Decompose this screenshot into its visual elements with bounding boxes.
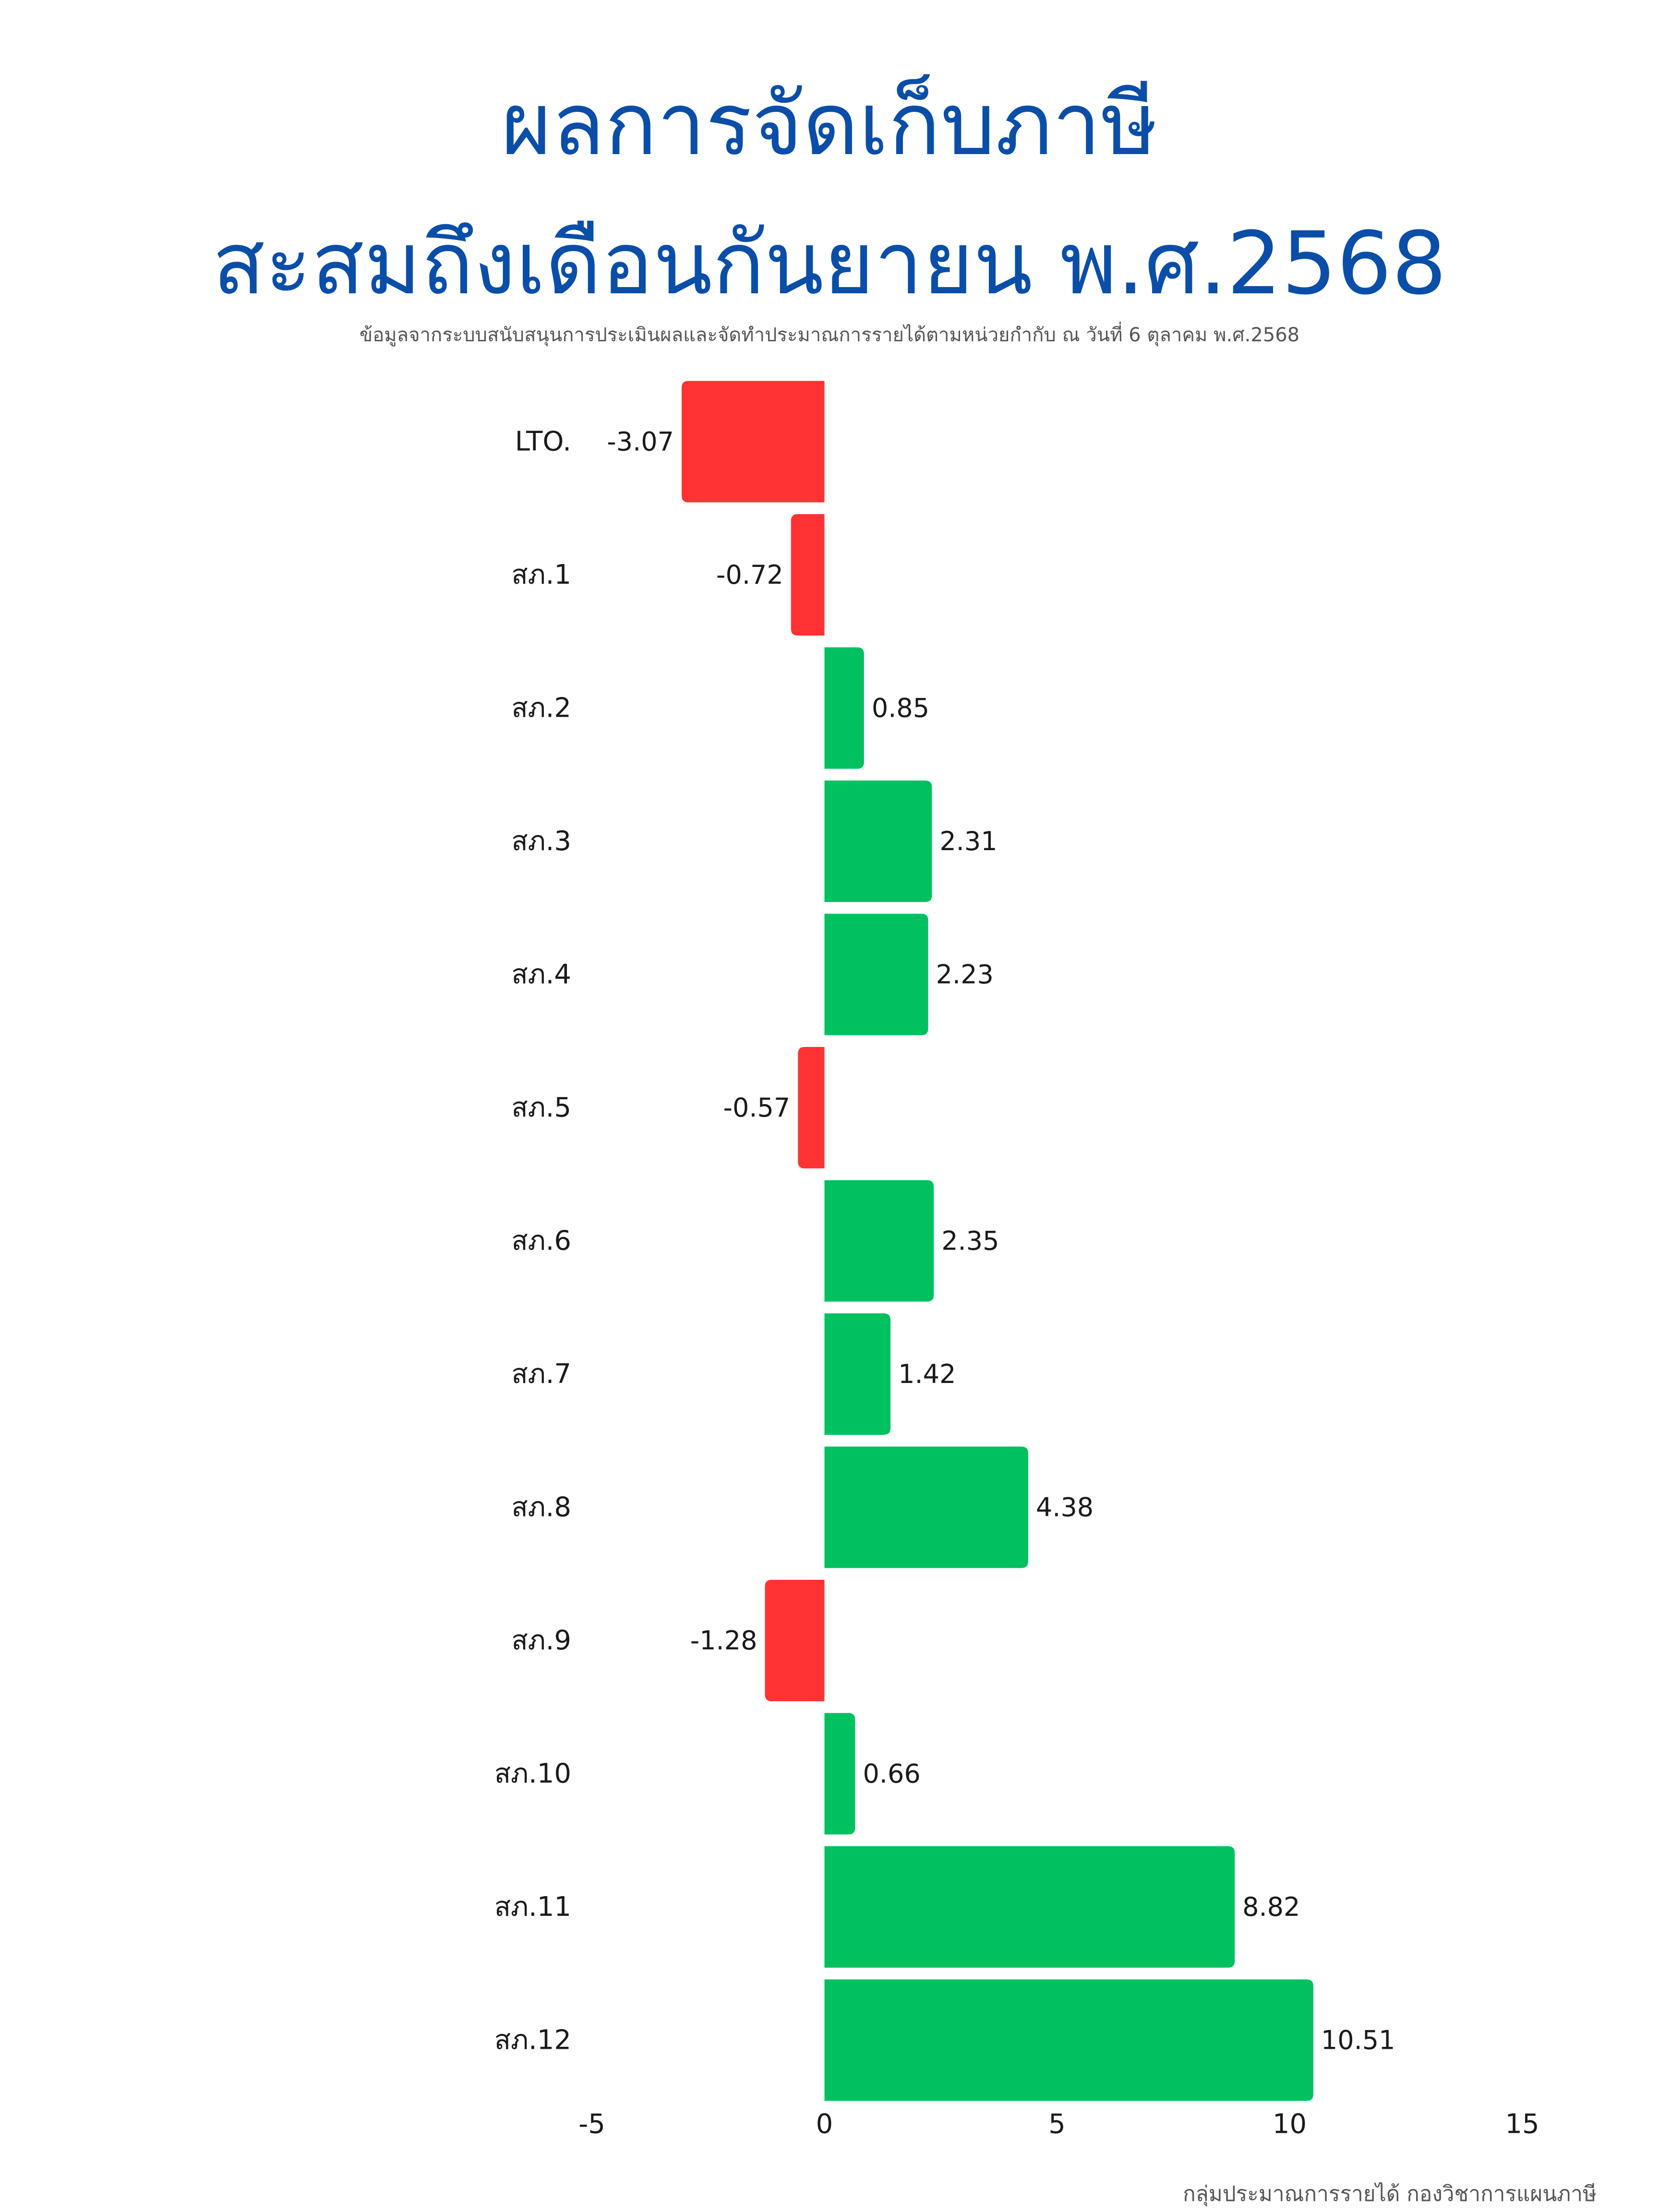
category-label: สภ.7 [511,1358,571,1390]
value-label: -0.72 [716,560,783,590]
category-label: สภ.4 [511,959,571,990]
bar-7 [824,1180,934,1302]
category-label: LTO. [515,426,571,457]
category-label: สภ.6 [511,1226,571,1257]
bar-11 [824,1713,855,1835]
value-label: -3.07 [607,427,674,457]
value-label: 10.51 [1321,2025,1395,2056]
chart-title-line2: สะสมถึงเดือนกันยายน พ.ศ.2568 [212,214,1447,314]
bar-10 [765,1580,825,1701]
bar-8 [824,1313,891,1435]
x-tick-label: 0 [816,2109,833,2140]
value-label: 0.85 [872,693,929,723]
chart-title-line1: ผลการจัดเก็บภาษี [501,74,1158,175]
x-tick-label: 15 [1505,2109,1539,2140]
value-label: -1.28 [690,1625,757,1656]
x-tick-label: -5 [578,2109,605,2140]
bar-4 [824,781,932,902]
x-tick-label: 10 [1273,2109,1307,2140]
bar-2 [791,514,825,636]
category-label: สภ.9 [511,1625,571,1656]
value-label: 4.38 [1036,1492,1094,1523]
bar-6 [798,1047,825,1168]
category-label: สภ.3 [511,826,571,857]
chart-subtitle: ข้อมูลจากระบบสนับสนุนการประเมินผลและจัดท… [359,324,1300,346]
value-label: -0.57 [723,1093,791,1123]
value-label: 0.66 [863,1759,920,1789]
value-label: 1.42 [898,1359,956,1389]
bar-9 [824,1446,1028,1568]
bar-1 [682,381,825,503]
category-label: สภ.5 [511,1092,571,1123]
bar-13 [824,1979,1313,2101]
category-label: สภ.2 [511,693,571,724]
x-tick-label: 5 [1048,2109,1066,2140]
bar-3 [824,647,864,769]
category-label: สภ.10 [494,1758,571,1790]
category-label: สภ.1 [511,559,571,590]
bar-12 [824,1846,1235,1968]
category-label: สภ.12 [494,2025,571,2056]
value-label: 2.23 [936,960,994,990]
source-footer: กลุ่มประมาณการรายได้ กองวิชาการแผนภาษี [1183,2182,1597,2206]
value-label: 8.82 [1242,1892,1300,1922]
bar-5 [824,914,928,1035]
category-label: สภ.11 [494,1891,571,1923]
value-label: 2.31 [939,826,997,856]
value-label: 2.35 [941,1226,999,1256]
category-label: สภ.8 [511,1492,571,1523]
